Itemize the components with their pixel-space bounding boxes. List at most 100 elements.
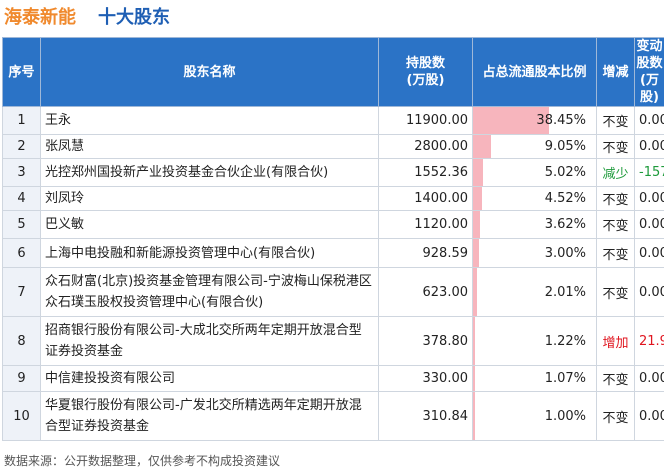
holder-name: 刘凤玲 bbox=[40, 186, 379, 211]
holder-rank: 1 bbox=[2, 106, 41, 135]
holder-pct-cell: 1.22% bbox=[472, 316, 597, 366]
holder-change: 不变 bbox=[596, 210, 635, 239]
holder-pct: 1.22% bbox=[544, 333, 586, 349]
holder-shares: 928.59 bbox=[378, 238, 473, 268]
holder-name: 巴义敏 bbox=[40, 210, 379, 239]
holder-delta: 0.00 bbox=[634, 106, 664, 135]
holder-shares: 310.84 bbox=[378, 391, 473, 441]
source-note: 数据来源：公开数据整理，仅供参考不构成投资建议 bbox=[4, 454, 281, 468]
holder-rank: 2 bbox=[2, 134, 41, 159]
holder-delta: 0.00 bbox=[634, 134, 664, 159]
holder-shares: 1120.00 bbox=[378, 210, 473, 239]
holder-rank: 9 bbox=[2, 365, 41, 392]
holder-delta: 0.00 bbox=[634, 186, 664, 211]
header-pct: 占总流通股本比例 bbox=[472, 37, 597, 107]
holder-change: 不变 bbox=[596, 365, 635, 392]
holder-name: 张凤慧 bbox=[40, 134, 379, 159]
holder-pct-cell: 3.00% bbox=[472, 238, 597, 268]
holder-pct: 9.05% bbox=[544, 139, 586, 154]
holder-rank: 8 bbox=[2, 316, 41, 366]
holder-pct: 3.62% bbox=[544, 217, 586, 232]
header-change: 增减 bbox=[596, 37, 635, 107]
holder-shares: 330.00 bbox=[378, 365, 473, 392]
holder-pct: 4.52% bbox=[544, 191, 586, 206]
header-shares: 持股数 (万股) bbox=[378, 37, 473, 107]
holder-name: 王永 bbox=[40, 106, 379, 135]
holder-delta: 0.00 bbox=[634, 365, 664, 392]
holder-pct-cell: 2.01% bbox=[472, 267, 597, 317]
holder-rank: 4 bbox=[2, 186, 41, 211]
holder-delta: 0.00 bbox=[634, 210, 664, 239]
table-header-row: 序号 股东名称 持股数 (万股) 占总流通股本比例 增减 变动股数 (万股) bbox=[2, 37, 664, 107]
page-title: 十大股东 bbox=[98, 7, 170, 28]
pct-bar bbox=[473, 187, 482, 210]
holder-delta: 0.00 bbox=[634, 391, 664, 441]
title-bar: 海泰新能 十大股东 bbox=[4, 2, 170, 30]
holder-pct: 1.00% bbox=[544, 408, 586, 424]
holder-change: 减少 bbox=[596, 158, 635, 187]
holder-pct-cell: 1.00% bbox=[472, 391, 597, 441]
holder-change: 不变 bbox=[596, 267, 635, 317]
holder-pct: 1.07% bbox=[544, 371, 586, 386]
holder-pct-cell: 3.62% bbox=[472, 210, 597, 239]
holder-name: 众石财富(北京)投资基金管理有限公司-宁波梅山保税港区众石璞玉股权投资管理中心(… bbox=[40, 267, 379, 317]
holder-change: 不变 bbox=[596, 134, 635, 159]
holder-change: 增加 bbox=[596, 316, 635, 366]
company-name: 海泰新能 bbox=[4, 7, 76, 28]
holder-change: 不变 bbox=[596, 186, 635, 211]
holder-rank: 3 bbox=[2, 158, 41, 187]
holder-delta: 0.00 bbox=[634, 267, 664, 317]
top-holders-table: 序号 股东名称 持股数 (万股) 占总流通股本比例 增减 变动股数 (万股) 1… bbox=[2, 37, 664, 441]
header-delta: 变动股数 (万股) bbox=[634, 37, 664, 107]
holder-change: 不变 bbox=[596, 106, 635, 135]
pct-bar bbox=[473, 268, 477, 316]
holder-change: 不变 bbox=[596, 238, 635, 268]
table-row: 10 华夏银行股份有限公司-广发北交所精选两年定期开放混合型证券投资基金 310.8… bbox=[2, 391, 664, 441]
pct-bar bbox=[473, 211, 481, 238]
holder-pct: 5.02% bbox=[544, 165, 586, 180]
holder-name: 招商银行股份有限公司-大成北交所两年定期开放混合型证券投资基金 bbox=[40, 316, 379, 366]
header-delta-label: 变动股数 (万股) bbox=[636, 39, 663, 105]
holder-change: 不变 bbox=[596, 391, 635, 441]
pct-bar bbox=[473, 317, 476, 365]
holder-pct-cell: 4.52% bbox=[472, 186, 597, 211]
holder-name: 上海中电投融和新能源投资管理中心(有限合伙) bbox=[40, 238, 379, 268]
pct-bar bbox=[473, 239, 479, 267]
holder-pct: 2.01% bbox=[544, 284, 586, 300]
holder-shares: 1552.36 bbox=[378, 158, 473, 187]
holder-shares: 378.80 bbox=[378, 316, 473, 366]
holder-rank: 10 bbox=[2, 391, 41, 441]
holder-pct: 3.00% bbox=[544, 245, 586, 261]
holder-pct-cell: 38.45% bbox=[472, 106, 597, 135]
holder-delta: -157.64 bbox=[634, 158, 664, 187]
holder-shares: 11900.00 bbox=[378, 106, 473, 135]
holder-shares: 623.00 bbox=[378, 267, 473, 317]
header-shares-label: 持股数 (万股) bbox=[405, 56, 445, 88]
table-row: 7 众石财富(北京)投资基金管理有限公司-宁波梅山保税港区众石璞玉股权投资管理中心… bbox=[2, 267, 664, 317]
holder-pct-cell: 5.02% bbox=[472, 158, 597, 187]
holder-rank: 7 bbox=[2, 267, 41, 317]
holder-name: 华夏银行股份有限公司-广发北交所精选两年定期开放混合型证券投资基金 bbox=[40, 391, 379, 441]
holder-pct: 38.45% bbox=[536, 113, 586, 128]
header-rank: 序号 bbox=[2, 37, 41, 107]
holder-rank: 6 bbox=[2, 238, 41, 268]
holder-pct-cell: 1.07% bbox=[472, 365, 597, 392]
holder-pct-cell: 9.05% bbox=[472, 134, 597, 159]
holder-name: 中信建投投资有限公司 bbox=[40, 365, 379, 392]
pct-bar bbox=[473, 159, 483, 186]
holder-shares: 1400.00 bbox=[378, 186, 473, 211]
holder-name: 光控郑州国投新产业投资基金合伙企业(有限合伙) bbox=[40, 158, 379, 187]
pct-bar bbox=[473, 392, 475, 440]
pct-bar bbox=[473, 107, 550, 134]
holder-shares: 2800.00 bbox=[378, 134, 473, 159]
holder-rank: 5 bbox=[2, 210, 41, 239]
table-row: 8 招商银行股份有限公司-大成北交所两年定期开放混合型证券投资基金 378.80 1.… bbox=[2, 316, 664, 366]
table-row: 3 光控郑州国投新产业投资基金合伙企业(有限合伙) 1552.36 5.02% 减少 -1… bbox=[2, 158, 664, 187]
holder-delta: 0.00 bbox=[634, 238, 664, 268]
